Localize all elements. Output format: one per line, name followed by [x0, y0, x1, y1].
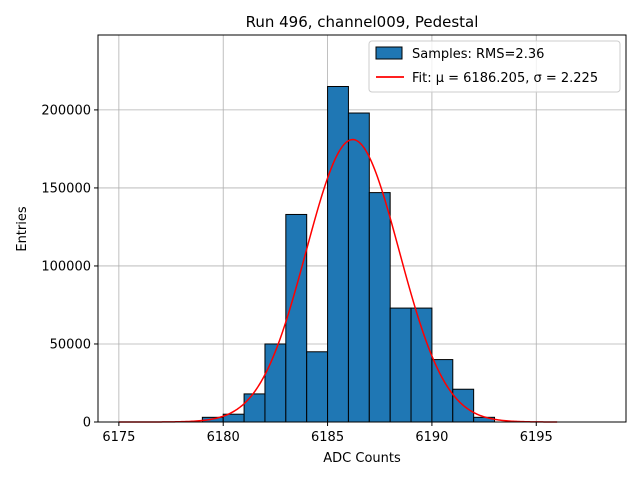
x-tick-label: 6185: [311, 430, 344, 445]
legend-samples-swatch: [375, 46, 403, 60]
legend-fit-label: Fit: μ = 6186.205, σ = 2.225: [412, 71, 598, 86]
y-axis-label: Entries: [15, 206, 30, 252]
fit-curve: [118, 138, 558, 423]
histogram-bar: [306, 351, 329, 423]
legend-box: [368, 40, 621, 93]
y-tick-label: 200000: [41, 103, 91, 118]
histogram-bar: [389, 307, 412, 423]
y-axis-ticks: 0 50000 100000 150000 200000: [41, 103, 98, 431]
x-axis-label: ADC Counts: [323, 451, 401, 466]
histogram-bar: [264, 343, 287, 423]
histogram-bar: [243, 393, 266, 423]
y-tick-label: 150000: [41, 181, 91, 196]
x-tick-label: 6180: [207, 430, 240, 445]
x-tick-label: 6175: [102, 430, 135, 445]
legend-samples-label: Samples: RMS=2.36: [412, 47, 544, 62]
y-tick-label: 50000: [50, 337, 91, 352]
histogram-bar: [285, 213, 308, 423]
chart-title: Run 496, channel009, Pedestal: [246, 13, 479, 31]
x-tick-label: 6195: [520, 430, 553, 445]
histogram-bar: [368, 192, 391, 423]
histogram-bar: [327, 85, 349, 423]
plot-frame: [97, 34, 627, 423]
histogram-bars: [201, 85, 496, 423]
y-tick-label: 100000: [41, 259, 91, 274]
x-tick-label: 6190: [415, 430, 448, 445]
y-tick-label: 0: [83, 416, 91, 431]
legend: Samples: RMS=2.36 Fit: μ = 6186.205, σ =…: [368, 40, 621, 93]
histogram-bar: [347, 112, 370, 423]
histogram-bar: [410, 307, 433, 423]
x-axis-ticks: 6175 6180 6185 6190 6195: [102, 422, 553, 445]
